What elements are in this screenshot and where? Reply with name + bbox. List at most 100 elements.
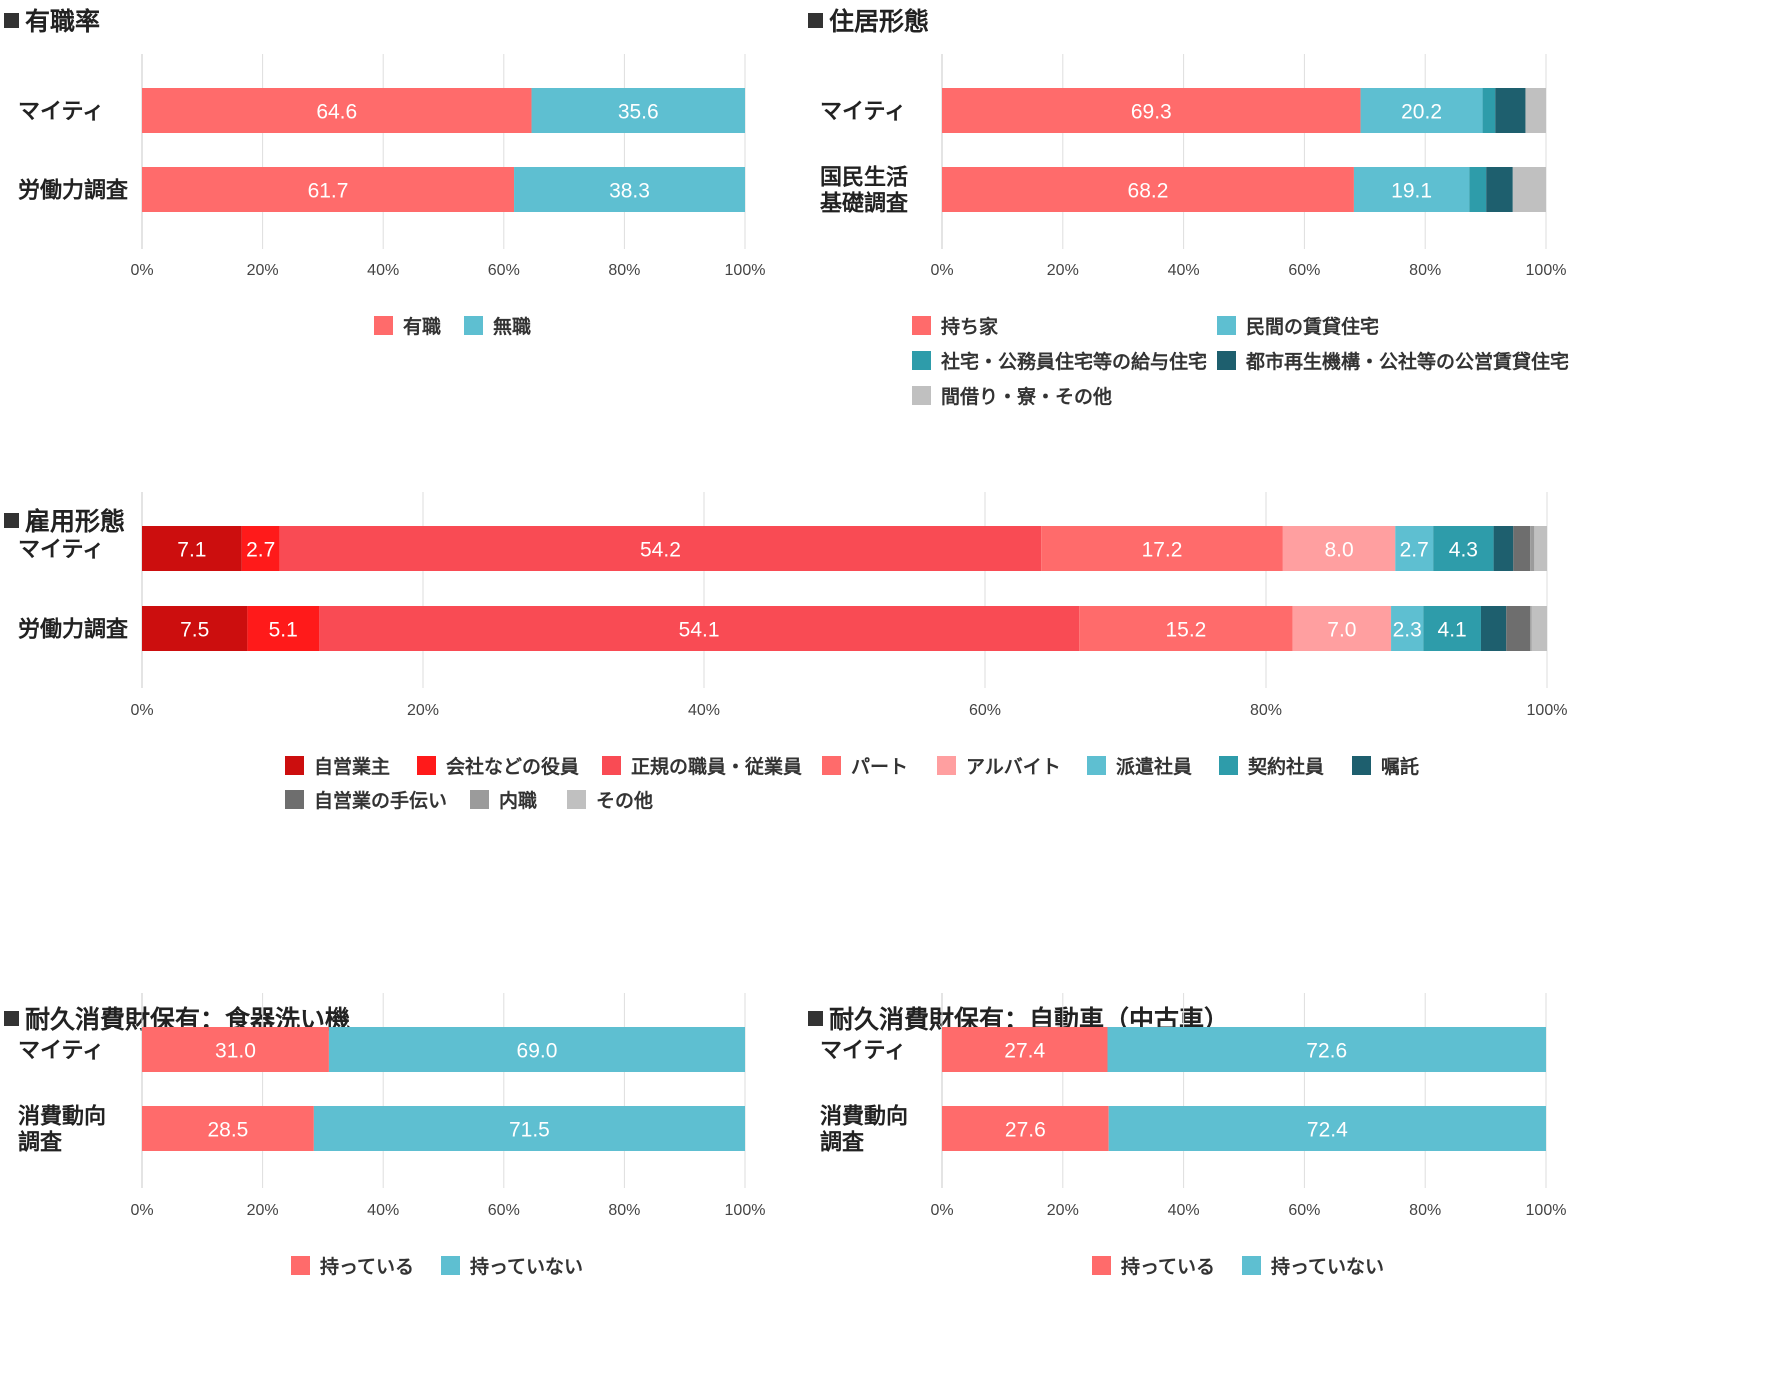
bar-segment: [1108, 1106, 1546, 1151]
bar-segment: [1493, 526, 1514, 571]
legend-item: 持っていない: [441, 1252, 583, 1279]
legend-label: 持っている: [1121, 1256, 1216, 1278]
legend-swatch: [602, 756, 621, 775]
title-square-icon: [4, 13, 19, 28]
bar-segment: [1534, 526, 1547, 571]
data-label: 31.0: [215, 1040, 256, 1063]
legend-swatch: [1217, 351, 1236, 370]
category-label: 国民生活基礎調査: [820, 165, 909, 216]
legend-label: 派遣社員: [1116, 756, 1193, 778]
chart-panel-used-car: 耐久消費財保有：自動車（中古車） 0% 20% 40% 60% 80% 100% マイティ 2…: [808, 993, 1778, 1394]
legend-label: パート: [851, 756, 909, 778]
x-tick-label: 20%: [247, 262, 279, 279]
bar-segment: [942, 1027, 1108, 1072]
category-label: 消費動向調査: [820, 1104, 908, 1155]
bar-segment: [142, 606, 248, 651]
chart-title: 有職率: [4, 2, 100, 38]
bar-segment: [142, 88, 532, 133]
legend-item: 社宅・公務員住宅等の給与住宅: [912, 347, 1207, 374]
data-label: 4.3: [1449, 539, 1478, 562]
legend-item: 会社などの役員: [417, 752, 579, 779]
x-tick-label: 20%: [247, 1202, 279, 1219]
bar-segment: [1433, 526, 1494, 571]
legend-label: 社宅・公務員住宅等の給与住宅: [941, 351, 1208, 373]
bar-segment: [313, 1106, 745, 1151]
x-tick-label: 0%: [930, 262, 953, 279]
title-square-icon: [808, 1011, 823, 1026]
legend-swatch: [1219, 756, 1238, 775]
bar-segment: [1530, 606, 1532, 651]
bar-segment: [1531, 606, 1547, 651]
x-tick-label: 40%: [367, 1202, 399, 1219]
x-tick-label: 100%: [1526, 1202, 1567, 1219]
x-tick-label: 80%: [608, 262, 640, 279]
category-label: 労働力調査: [18, 617, 129, 642]
bar-segment: [142, 1106, 314, 1151]
legend-swatch: [285, 756, 304, 775]
bar-segment: [1292, 606, 1392, 651]
category-label: マイティ: [820, 1038, 906, 1063]
chart-plot: 0% 20% 40% 60% 80% 100% マイティ 7.1 2.7 54.2 17.2 8.0 2…: [18, 492, 1568, 719]
chart-plot: 0% 20% 40% 60% 80% 100% マイティ 31.0 69.0 消費動向調査 28.5…: [18, 993, 766, 1219]
legend-label: 有職: [403, 316, 442, 338]
legend-swatch: [1352, 756, 1371, 775]
legend-swatch: [912, 316, 931, 335]
bar-segment: [328, 1027, 745, 1072]
chart-panel-employment-type: 雇用形態 0% 20% 40% 60% 80% 100% マイティ 7.1 2.7 54.2 17.…: [4, 492, 1778, 922]
legend-swatch: [464, 316, 483, 335]
bar-segment: [1512, 167, 1546, 212]
legend-swatch: [417, 756, 436, 775]
x-tick-label: 100%: [1526, 262, 1567, 279]
data-label: 61.7: [308, 180, 349, 203]
x-tick-label: 20%: [1047, 262, 1079, 279]
bar-segment: [241, 526, 280, 571]
legend-swatch: [1087, 756, 1106, 775]
x-tick-label: 0%: [130, 702, 153, 719]
x-tick-label: 0%: [930, 1202, 953, 1219]
legend-item: 有職: [374, 312, 441, 339]
x-tick-label: 100%: [1527, 702, 1568, 719]
bar-segment: [1079, 606, 1293, 651]
bar-segment: [247, 606, 320, 651]
legend-label: 会社などの役員: [446, 756, 580, 778]
legend-label: アルバイト: [966, 756, 1061, 778]
bar-segment: [1495, 88, 1526, 133]
legend-label: 無職: [493, 316, 532, 338]
legend-label: 民間の賃貸住宅: [1246, 316, 1380, 338]
x-tick-label: 100%: [725, 1202, 766, 1219]
legend-swatch: [1092, 1256, 1111, 1275]
x-tick-label: 80%: [1409, 1202, 1441, 1219]
data-label: 2.7: [1400, 539, 1429, 562]
data-label: 68.2: [1128, 180, 1169, 203]
x-tick-label: 0%: [130, 1202, 153, 1219]
legend-swatch: [441, 1256, 460, 1275]
legend-swatch: [567, 790, 586, 809]
legend-item: パート: [822, 752, 908, 779]
x-tick-label: 40%: [1168, 1202, 1200, 1219]
chart-panel-employment-rate: 有職率 0% 20% 40% 60% 80% 100% マイティ 64.6 35.6 労働力調査 6…: [4, 2, 884, 362]
legend-item: 持ち家: [912, 312, 998, 339]
bar-segment: [142, 526, 242, 571]
legend-swatch: [285, 790, 304, 809]
data-label: 7.5: [180, 619, 209, 642]
bar-segment: [1395, 526, 1434, 571]
legend-label: 持ち家: [941, 316, 999, 338]
legend-item: 無職: [464, 312, 531, 339]
bar-segment: [142, 167, 515, 212]
legend-item: 嘱託: [1352, 752, 1419, 779]
legend-swatch: [1217, 316, 1236, 335]
legend-label: 都市再生機構・公社等の公営賃貸住宅: [1246, 351, 1570, 373]
title-square-icon: [4, 1011, 19, 1026]
bar-segment: [531, 88, 745, 133]
data-label: 2.3: [1393, 619, 1422, 642]
legend-label: 自営業の手伝い: [314, 790, 448, 812]
bar-segment: [1525, 88, 1546, 133]
legend-label: 嘱託: [1381, 756, 1420, 778]
chart-title-text: 住居形態: [829, 7, 930, 36]
legend-label: 持っていない: [1271, 1256, 1385, 1278]
x-tick-label: 80%: [608, 1202, 640, 1219]
legend-item: 間借り・寮・その他: [912, 382, 1112, 409]
chart-plot: 0% 20% 40% 60% 80% 100% マイティ 64.6 35.6 労働力調査 61.7 3…: [18, 54, 765, 279]
chart-panel-dishwasher: 耐久消費財保有：食器洗い機 0% 20% 40% 60% 80% 100% マイティ 31.0…: [4, 993, 884, 1394]
bar-segment: [1530, 526, 1535, 571]
